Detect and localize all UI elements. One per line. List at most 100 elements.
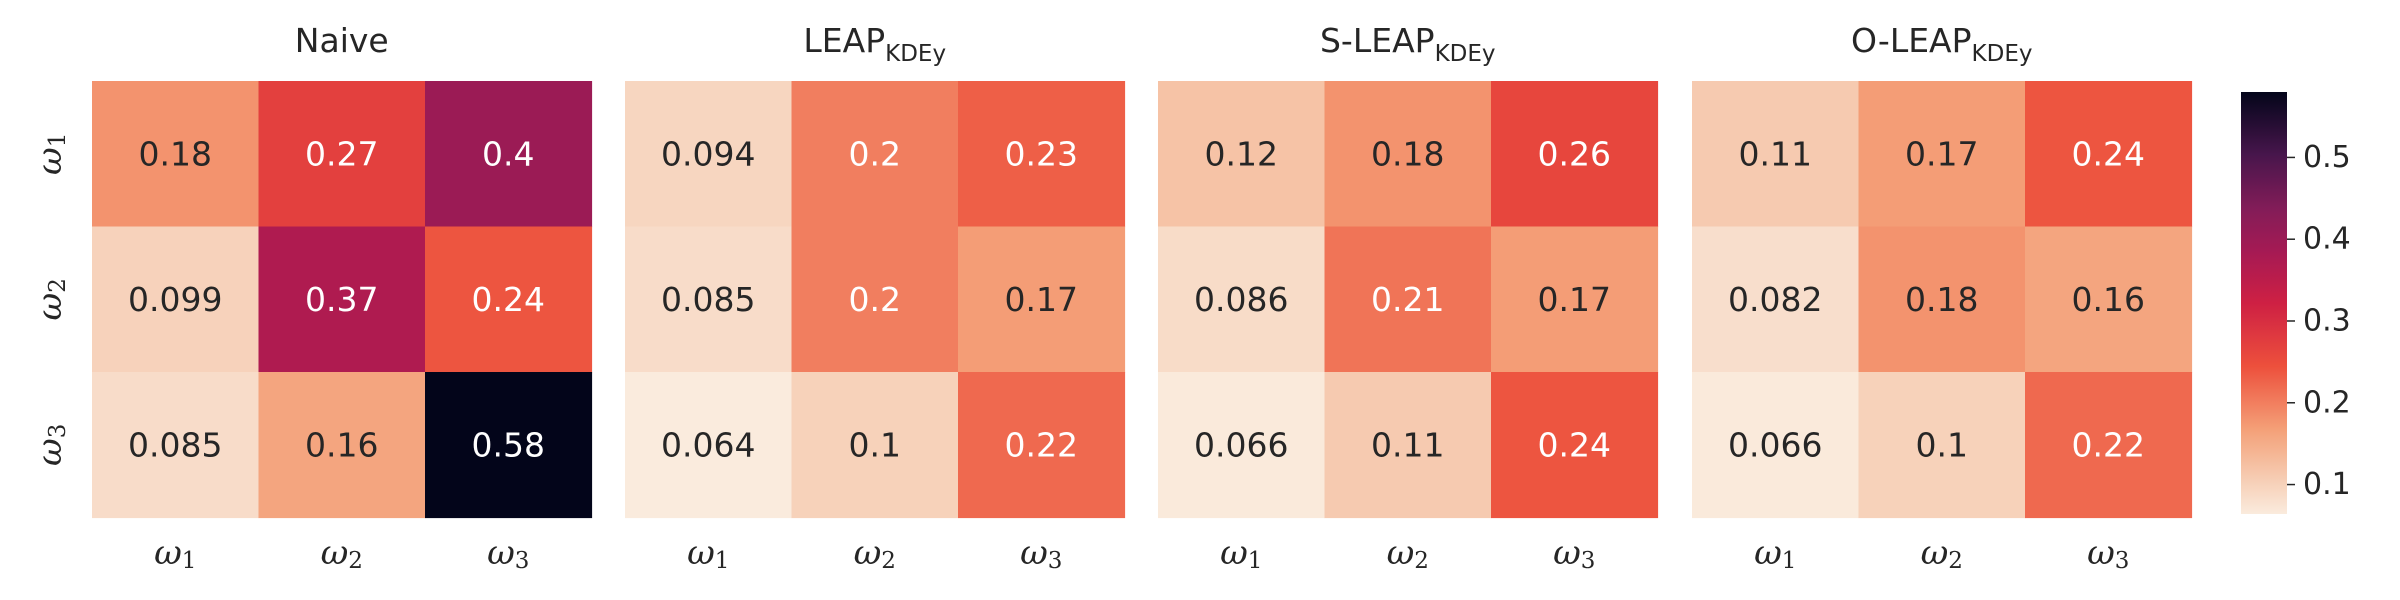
cell-value-label: 0.11 (1371, 425, 1444, 464)
heatmap-cell (625, 372, 793, 519)
panel-title: O-LEAPKDEy (1851, 21, 2032, 67)
cell-value-label: 0.12 (1205, 134, 1278, 173)
panel-title: Naive (295, 21, 389, 60)
heatmap-cell (1158, 81, 1326, 228)
heatmap-cell (1858, 81, 2026, 228)
cell-value-label: 0.37 (305, 280, 378, 319)
cell-value-label: 0.58 (472, 425, 545, 464)
heatmap-cell (258, 81, 426, 228)
cell-value-label: 0.1 (849, 425, 901, 464)
cell-value-label: 0.2 (849, 280, 901, 319)
cell-value-label: 0.085 (661, 280, 755, 319)
cell-value-label: 0.1 (1916, 425, 1968, 464)
cell-value-label: 0.18 (139, 134, 212, 173)
heatmap-cell (1491, 372, 1659, 519)
heatmap-cell (625, 81, 793, 228)
heatmap-cell (425, 226, 593, 373)
heatmap-cell (1491, 226, 1659, 373)
cell-value-label: 0.22 (1005, 425, 1078, 464)
cell-value-label: 0.094 (661, 134, 755, 173)
heatmap-cell (1158, 372, 1326, 519)
cell-value-label: 0.066 (1194, 425, 1288, 464)
x-tick-label: ω3 (1020, 533, 1062, 574)
heatmap-panel-4: O-LEAPKDEy 0.11 0.17 0.24 0.082 0.18 0.16 0.066… (1692, 21, 2193, 574)
heatmap-panel-3: S-LEAPKDEy 0.12 0.18 0.26 0.086 0.21 0.17 0.066… (1158, 21, 1659, 574)
colorbar-tick-label: 0.4 (2303, 222, 2351, 257)
heatmap-cell (1158, 226, 1326, 373)
colorbar-gradient (2241, 92, 2287, 514)
heatmap-cell (958, 226, 1126, 373)
heatmap-panel-1: Naive 0.18 0.27 0.4 0.099 0.37 0.24 0.085 0.16 0.… (30, 21, 593, 574)
cell-value-label: 0.24 (2072, 134, 2145, 173)
heatmap-cell (92, 226, 260, 373)
cell-value-label: 0.064 (661, 425, 755, 464)
x-tick-label: ω2 (854, 533, 896, 574)
heatmap-cell (625, 226, 793, 373)
panel-title: S-LEAPKDEy (1320, 21, 1496, 67)
heatmap-cell (425, 81, 593, 228)
colorbar-tick-label: 0.5 (2303, 140, 2351, 175)
heatmap-cell (1858, 372, 2026, 519)
x-tick-label: ω2 (321, 533, 363, 574)
cell-value-label: 0.16 (2072, 280, 2145, 319)
heatmap-cell (1692, 372, 1860, 519)
cell-value-label: 0.17 (1005, 280, 1078, 319)
heatmap-cell (2025, 226, 2193, 373)
heatmap-cell (1491, 81, 1659, 228)
cell-value-label: 0.066 (1728, 425, 1822, 464)
heatmap-cell (1692, 81, 1860, 228)
y-tick-label: ω2 (30, 278, 71, 320)
cell-value-label: 0.26 (1538, 134, 1611, 173)
cell-value-label: 0.2 (849, 134, 901, 173)
heatmap-cell (1324, 81, 1492, 228)
cell-value-label: 0.4 (482, 134, 534, 173)
colorbar: 0.1 0.2 0.3 0.4 0.5 (2241, 92, 2351, 514)
y-tick-label: ω3 (30, 424, 71, 466)
cell-value-label: 0.17 (1905, 134, 1978, 173)
heatmap-cell (1692, 226, 1860, 373)
cell-value-label: 0.16 (305, 425, 378, 464)
heatmap-cell (92, 372, 260, 519)
x-tick-label: ω2 (1387, 533, 1429, 574)
heatmap-cell (791, 372, 959, 519)
cell-value-label: 0.11 (1739, 134, 1812, 173)
x-tick-label: ω1 (687, 533, 729, 574)
heatmap-cell (1858, 226, 2026, 373)
heatmap-cell (1324, 226, 1492, 373)
heatmap-cell (2025, 372, 2193, 519)
cell-value-label: 0.086 (1194, 280, 1288, 319)
panel-title: LEAPKDEy (803, 21, 946, 67)
heatmap-panel-2: LEAPKDEy 0.094 0.2 0.23 0.085 0.2 0.17 0.064 0.1… (625, 21, 1126, 574)
cell-value-label: 0.17 (1538, 280, 1611, 319)
cell-value-label: 0.099 (128, 280, 222, 319)
x-tick-label: ω1 (154, 533, 196, 574)
cell-value-label: 0.24 (1538, 425, 1611, 464)
heatmap-cell (2025, 81, 2193, 228)
heatmap-cell (425, 372, 593, 519)
x-tick-label: ω2 (1921, 533, 1963, 574)
heatmap-cell (1324, 372, 1492, 519)
cell-value-label: 0.18 (1371, 134, 1444, 173)
cell-value-label: 0.23 (1005, 134, 1078, 173)
cell-value-label: 0.18 (1905, 280, 1978, 319)
colorbar-tick-label: 0.3 (2303, 303, 2351, 338)
cell-value-label: 0.27 (305, 134, 378, 173)
x-tick-label: ω1 (1754, 533, 1796, 574)
heatmap-cell (791, 81, 959, 228)
heatmap-cell (258, 372, 426, 519)
cell-value-label: 0.085 (128, 425, 222, 464)
heatmap-cell (791, 226, 959, 373)
x-tick-label: ω1 (1220, 533, 1262, 574)
heatmap-cell (258, 226, 426, 373)
heatmap-cell (958, 372, 1126, 519)
colorbar-tick-label: 0.2 (2303, 385, 2351, 420)
colorbar-tick-label: 0.1 (2303, 467, 2351, 502)
heatmap-cell (958, 81, 1126, 228)
cell-value-label: 0.21 (1371, 280, 1444, 319)
x-tick-label: ω3 (1553, 533, 1595, 574)
cell-value-label: 0.082 (1728, 280, 1822, 319)
heatmap-cell (92, 81, 260, 228)
x-tick-label: ω3 (487, 533, 529, 574)
heatmap-panels: Naive 0.18 0.27 0.4 0.099 0.37 0.24 0.085 0.16 0.… (30, 21, 2193, 574)
